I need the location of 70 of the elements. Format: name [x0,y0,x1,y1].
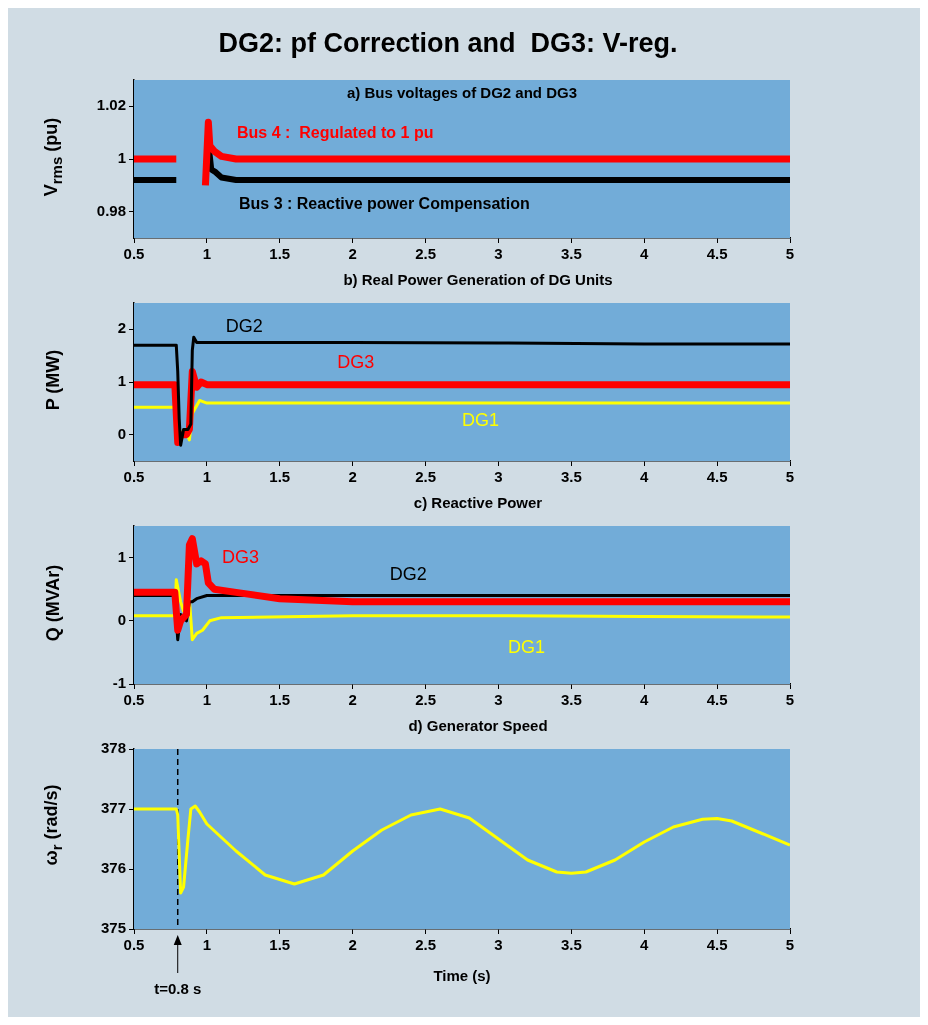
series-label: DG3 [337,352,375,373]
x-tick-label: 2.5 [415,691,436,709]
x-tick-label: 3 [494,936,503,954]
x-tick-label: 5 [785,468,795,486]
chart-title: d) Generator Speed [407,716,549,736]
series-label: Bus 3 : Reactive power Compensation [238,195,530,213]
x-tick-label: 1.5 [269,468,291,486]
y-axis-title: P (MW) [42,349,64,410]
x-tick-label: 1 [202,468,212,486]
x-axis-title: Time (s) [433,967,491,985]
x-tick-label: 2.5 [415,468,436,486]
y-tick-label: 1 [117,547,126,565]
x-tick-label: 3 [494,245,503,263]
x-tick-label: 5 [785,245,795,263]
x-tick-label: 3 [494,468,503,486]
x-tick-label: 1.5 [269,936,291,954]
y-tick-label: -1 [112,674,126,692]
x-tick-label: 3.5 [560,936,582,954]
series-label: DG2 [225,315,263,336]
series-label: DG2 [389,563,427,584]
y-tick-label: 375 [100,919,126,937]
x-tick-label: 2.5 [415,936,436,954]
x-tick-label: 1 [202,691,212,709]
x-tick-label: 0.5 [123,691,145,709]
chart-subtitle: a) Bus voltages of DG2 and DG3 [346,84,578,102]
chart-title: b) Real Power Generation of DG Units [342,270,614,290]
x-tick-label: 3 [494,691,503,709]
x-tick-label: 2.5 [415,245,436,263]
series-label: DG1 [507,636,545,657]
y-tick-label: 1 [117,149,126,167]
x-tick-label: 3.5 [560,468,582,486]
x-tick-label: 2 [348,691,357,709]
series-label: DG3 [221,546,259,567]
x-tick-label: 4 [640,245,650,263]
y-tick-label: 0 [117,424,126,442]
x-tick-label: 1 [202,936,212,954]
y-tick-label: 0.98 [96,201,126,219]
x-tick-label: 1 [202,245,212,263]
x-tick-label: 0.5 [123,245,145,263]
x-tick-label: 2 [348,468,357,486]
y-tick-label: 376 [100,859,126,877]
x-tick-label: 1.5 [269,245,291,263]
x-tick-label: 4 [640,691,650,709]
x-tick-label: 4.5 [706,691,728,709]
x-tick-label: 3.5 [560,245,582,263]
y-tick-label: 1 [117,372,126,390]
y-tick-label: 2 [117,319,126,337]
x-tick-label: 4.5 [706,936,728,954]
x-tick-label: 3.5 [560,691,582,709]
x-tick-label: 1.5 [269,691,291,709]
y-tick-label: 377 [100,799,126,817]
x-tick-label: 0.5 [123,468,145,486]
x-tick-label: 2 [348,245,357,263]
y-tick-label: 1.02 [96,96,126,114]
series-label: Bus 4 : Regulated to 1 pu [236,124,434,142]
y-tick-label: 0 [117,610,126,628]
x-tick-label: 2 [348,936,357,954]
x-tick-label: 4.5 [706,245,728,263]
x-tick-label: 4 [640,468,650,486]
y-axis-title: Q (MVAr) [42,564,64,641]
x-tick-label: 0.5 [123,936,145,954]
chart-title: DG2: pf Correction and DG3: V-reg. [217,27,679,60]
x-tick-label: 5 [785,691,795,709]
series-label: DG1 [462,410,500,431]
ref-line-label: t=0.8 s [154,980,202,998]
x-tick-label: 4 [640,936,650,954]
x-tick-label: 4.5 [706,468,728,486]
y-tick-label: 378 [100,739,126,757]
chart-title: c) Reactive Power [412,493,544,513]
x-tick-label: 5 [785,936,795,954]
